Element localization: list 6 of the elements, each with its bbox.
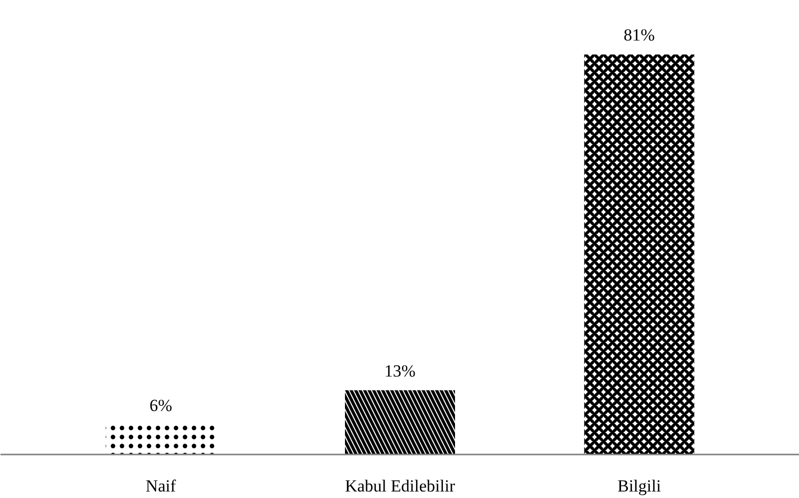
data-label: 6% [149,396,172,415]
data-label: 81% [624,26,655,44]
x-tick-label: Kabul Edilebilir [345,476,456,496]
x-tick-label: Bilgili [617,476,662,496]
data-label: 13% [384,361,416,380]
x-tick-label: Naif [146,476,176,496]
